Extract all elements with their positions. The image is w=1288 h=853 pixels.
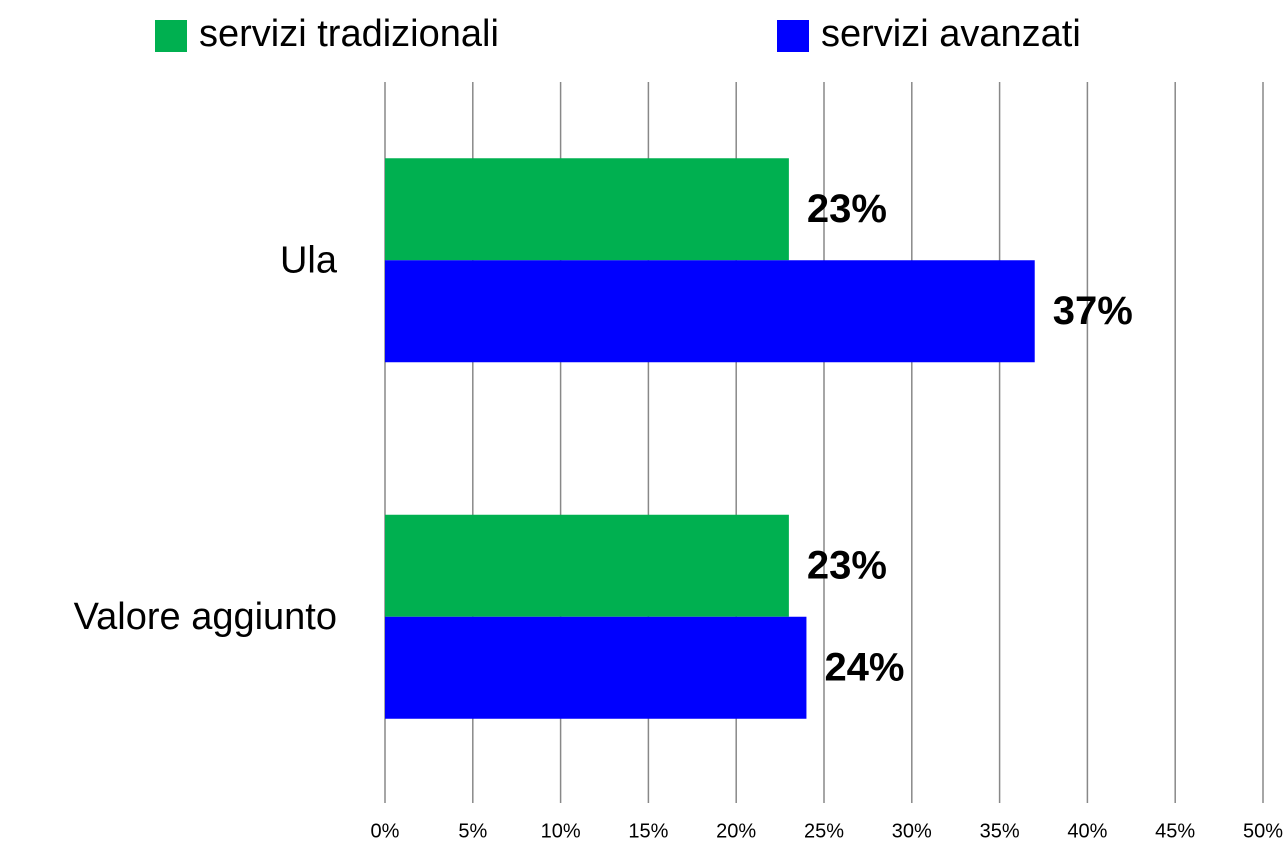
x-tick-label: 20% [716,820,756,842]
legend-swatch [777,20,809,52]
bar [385,158,789,261]
x-tick-label: 10% [541,820,581,842]
data-label: 23% [807,187,887,231]
x-tick-label: 35% [980,820,1020,842]
bar [385,260,1035,363]
x-tick-label: 50% [1243,820,1283,842]
bar [385,514,789,617]
category-label: Ula [280,239,338,281]
x-tick-label: 40% [1067,820,1107,842]
legend-swatch [155,20,187,52]
x-tick-label: 25% [804,820,844,842]
bar [385,616,807,719]
legend-label: servizi avanzati [821,13,1081,55]
x-tick-label: 15% [628,820,668,842]
category-label: Valore aggiunto [74,596,337,638]
data-label: 23% [807,543,887,587]
x-tick-label: 30% [892,820,932,842]
x-tick-label: 45% [1155,820,1195,842]
x-tick-label: 5% [458,820,487,842]
x-tick-label: 0% [371,820,400,842]
data-label: 37% [1053,289,1133,333]
legend-label: servizi tradizionali [199,13,499,55]
data-label: 24% [824,645,904,689]
